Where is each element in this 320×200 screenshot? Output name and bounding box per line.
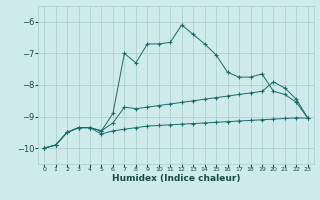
X-axis label: Humidex (Indice chaleur): Humidex (Indice chaleur): [112, 174, 240, 183]
